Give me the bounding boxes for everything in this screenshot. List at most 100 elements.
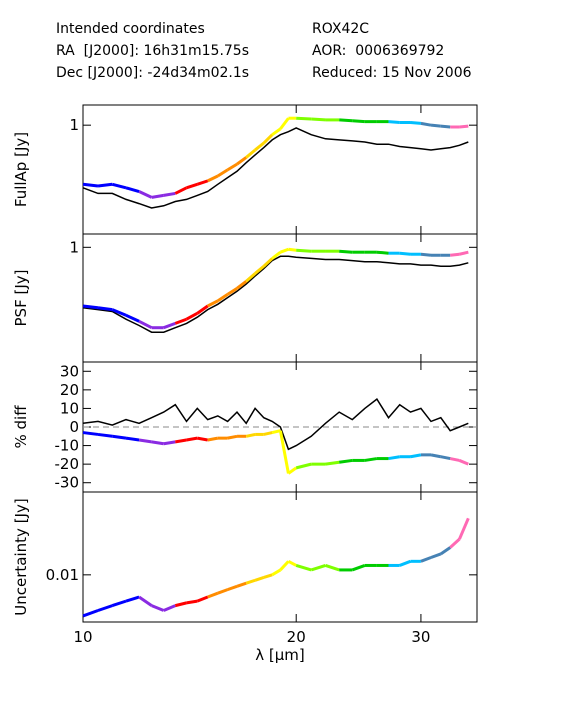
- series-colored-uncertainty-seg-18: [279, 560, 290, 571]
- series-colored-uncertainty-seg-20: [295, 564, 312, 572]
- series-colored-fullap-seg-21: [311, 117, 326, 122]
- series-black-psf: [82, 255, 469, 333]
- header-ra: RA [J2000]: 16h31m15.75s: [56, 43, 249, 59]
- series-colored-pctdiff-seg-34: [458, 459, 469, 466]
- ylabel-pctdiff: % diff: [12, 405, 30, 449]
- series-colored-pctdiff-seg-20: [295, 462, 312, 470]
- ytick-label-psf-0: 1: [69, 238, 79, 256]
- series-colored-uncertainty-seg-33: [449, 538, 461, 549]
- series-colored-psf-seg-17: [271, 251, 282, 260]
- series-colored-pctdiff-seg-6: [163, 440, 176, 446]
- series-colored-uncertainty-seg-32: [439, 546, 452, 556]
- series-colored-psf-seg-15: [254, 265, 265, 275]
- series-colored-fullap-seg-31: [430, 123, 441, 128]
- series-colored-pctdiff-seg-1: [97, 432, 113, 438]
- series-colored-psf-seg-14: [245, 272, 257, 283]
- series-black-fullap: [82, 127, 469, 209]
- series-colored-fullap-seg-4: [138, 190, 153, 199]
- series-colored-psf-seg-18: [279, 247, 289, 254]
- series-colored-fullap-seg-15: [254, 141, 265, 152]
- header-reduced-date: Reduced: 15 Nov 2006: [312, 65, 472, 81]
- series-colored-fullap-seg-11: [217, 168, 229, 178]
- series-colored-pctdiff-seg-19: [287, 466, 298, 475]
- ytick-label-pctdiff-1: -20: [55, 455, 80, 473]
- series-colored-fullap-seg-10: [207, 174, 219, 183]
- series-colored-pctdiff-seg-31: [430, 453, 442, 459]
- series-colored-fullap-seg-12: [226, 162, 238, 172]
- series-colored-pctdiff-seg-4: [138, 438, 152, 444]
- header-aor: AOR: 0006369792: [312, 43, 445, 59]
- series-colored-fullap-seg-30: [420, 121, 432, 127]
- ylabel-fullap: FullAp [Jy]: [12, 132, 30, 207]
- series-colored-psf-seg-33: [450, 252, 460, 257]
- series-colored-pctdiff-seg-7: [175, 438, 187, 444]
- series-colored-fullap-seg-23: [339, 118, 353, 123]
- header-dec: Dec [J2000]: -24d34m02.1s: [56, 65, 250, 81]
- series-colored-uncertainty-seg-22: [325, 564, 340, 572]
- series-colored-pctdiff-seg-29: [410, 453, 422, 459]
- series-colored-pctdiff-seg-9: [197, 436, 208, 442]
- series-colored-fullap-seg-2: [111, 182, 127, 190]
- series-colored-uncertainty-seg-30: [420, 556, 432, 563]
- series-colored-fullap-seg-7: [174, 186, 188, 195]
- series-colored-uncertainty-seg-9: [196, 595, 209, 603]
- series-colored-psf-seg-28: [399, 251, 411, 256]
- series-colored-psf-seg-30: [420, 252, 432, 257]
- series-colored-pctdiff-seg-10: [207, 436, 219, 442]
- ytick-label-uncertainty-0: 0.01: [46, 566, 79, 584]
- series-colored-uncertainty-seg-3: [125, 595, 140, 603]
- series-colored-uncertainty-seg-0: [82, 609, 99, 618]
- series-colored-pctdiff-seg-18: [278, 430, 290, 474]
- series-colored-uncertainty-seg-31: [430, 552, 442, 559]
- series-colored-fullap-seg-32: [440, 124, 451, 129]
- series-colored-fullap-seg-1: [97, 182, 113, 188]
- series-colored-uncertainty-seg-34: [458, 517, 470, 540]
- series-colored-psf-seg-34: [459, 250, 469, 256]
- series-colored-uncertainty-seg-10: [207, 591, 219, 599]
- panel-frame-uncertainty: [82, 491, 478, 623]
- series-colored-pctdiff-seg-23: [338, 458, 353, 464]
- series-colored-psf-seg-9: [196, 304, 209, 315]
- series-colored-pctdiff-seg-2: [112, 434, 127, 440]
- series-colored-psf-seg-3: [125, 313, 140, 323]
- series-colored-psf-seg-20: [296, 248, 312, 253]
- series-colored-fullap-seg-14: [245, 148, 257, 159]
- series-colored-pctdiff-seg-5: [151, 440, 164, 446]
- xlabel: λ [μm]: [255, 646, 305, 664]
- xtick-label-2: 30: [411, 628, 430, 646]
- series-colored-pctdiff-seg-25: [364, 457, 378, 462]
- series-colored-pctdiff-seg-12: [227, 434, 238, 440]
- series-colored-uncertainty-seg-28: [399, 559, 412, 567]
- series-colored-pctdiff-seg-3: [125, 436, 140, 442]
- series-colored-pctdiff-seg-22: [325, 460, 340, 466]
- series-colored-pctdiff-seg-0: [82, 431, 99, 436]
- ytick-label-pctdiff-5: 20: [60, 381, 79, 399]
- series-colored-psf-seg-19: [288, 247, 297, 252]
- series-colored-uncertainty-seg-11: [217, 588, 229, 595]
- series-colored-uncertainty-seg-6: [163, 604, 176, 612]
- series-colored-psf-seg-23: [339, 249, 353, 254]
- series-colored-fullap-seg-29: [410, 121, 422, 125]
- series-colored-uncertainty-seg-24: [351, 564, 366, 572]
- series-colored-psf-seg-4: [138, 319, 153, 330]
- series-colored-fullap-seg-9: [196, 179, 209, 186]
- series-colored-psf-seg-12: [226, 287, 238, 296]
- series-colored-psf-seg-1: [97, 306, 113, 312]
- series-colored-fullap-seg-34: [459, 124, 469, 129]
- series-colored-psf-seg-13: [236, 280, 248, 290]
- series-colored-pctdiff-seg-33: [449, 457, 460, 462]
- series-colored-uncertainty-seg-14: [245, 578, 256, 585]
- series-colored-uncertainty-seg-2: [111, 599, 127, 608]
- ytick-label-pctdiff-4: 10: [60, 399, 79, 417]
- series-colored-fullap-seg-16: [262, 133, 274, 145]
- series-colored-pctdiff-seg-16: [263, 431, 273, 436]
- series-colored-uncertainty-seg-7: [174, 601, 187, 608]
- series-colored-psf-seg-10: [207, 299, 219, 308]
- ytick-label-pctdiff-3: 0: [69, 418, 79, 436]
- ylabel-uncertainty: Uncertainty [Jy]: [12, 498, 30, 615]
- series-colored-uncertainty-seg-4: [138, 595, 153, 607]
- series-colored-fullap-seg-27: [388, 120, 400, 124]
- ytick-label-fullap-0: 1: [69, 116, 79, 134]
- series-colored-uncertainty-seg-15: [254, 576, 265, 582]
